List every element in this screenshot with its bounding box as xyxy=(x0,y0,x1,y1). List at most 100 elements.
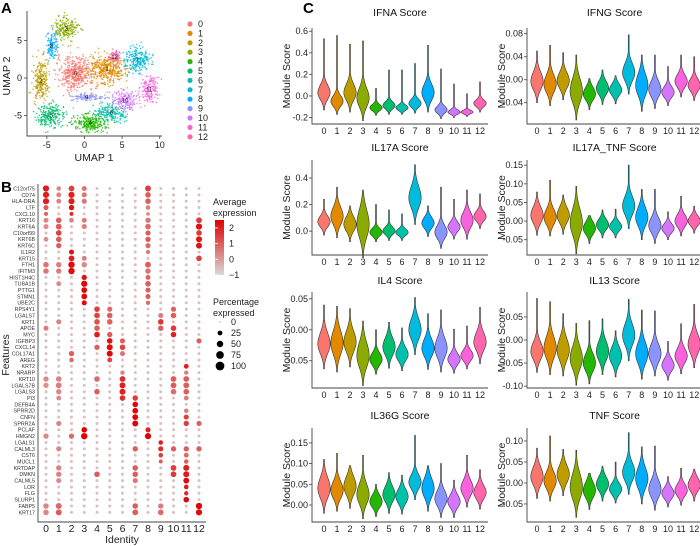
dot-STMN1-cluster-12 xyxy=(197,294,201,298)
violin-x-tick-label: 4 xyxy=(373,524,378,534)
umap-point xyxy=(75,97,77,100)
umap-point xyxy=(98,107,100,110)
dot-AREG-cluster-0 xyxy=(44,358,48,362)
dot-MYC-cluster-0 xyxy=(44,333,48,337)
umap-point xyxy=(159,94,161,96)
umap-point xyxy=(62,44,64,46)
umap-point xyxy=(87,112,90,114)
dot-IGFBP3-cluster-5 xyxy=(106,338,113,344)
gene-label: CALML5 xyxy=(14,479,35,485)
umap-point xyxy=(92,104,94,107)
violin-y-tick-label: 0.00 xyxy=(505,75,523,85)
umap-point xyxy=(87,59,89,61)
umap-point xyxy=(124,73,127,75)
dot-KRT2-cluster-11 xyxy=(183,363,189,369)
umap-point xyxy=(96,130,98,133)
dot-LGALS7-cluster-0 xyxy=(44,314,48,317)
umap-point xyxy=(116,78,119,80)
umap-point xyxy=(51,55,54,58)
umap-point xyxy=(79,27,82,30)
umap-point xyxy=(33,64,35,67)
umap-point xyxy=(50,117,53,119)
dot-HMGN2-cluster-5 xyxy=(108,434,112,438)
violin-x-tick-label: 8 xyxy=(639,257,644,267)
dot-MYC-cluster-9 xyxy=(159,333,163,337)
dot-CALML5-cluster-6 xyxy=(121,479,124,483)
umap-point xyxy=(93,109,96,112)
dot-LOR-cluster-2 xyxy=(70,485,73,489)
umap-point xyxy=(109,66,112,68)
umap-point xyxy=(96,61,98,63)
dot-KRTDAP-cluster-0 xyxy=(44,466,48,470)
umap-point xyxy=(68,64,71,67)
umap-point xyxy=(137,94,139,96)
umap-point xyxy=(44,62,46,65)
violin-cluster-11 xyxy=(460,325,474,370)
umap-point xyxy=(55,48,57,51)
violin-x-tick-label: 6 xyxy=(399,524,404,534)
umap-point xyxy=(98,59,100,61)
umap-point xyxy=(107,55,110,58)
dot-APOE-cluster-6 xyxy=(121,326,124,330)
umap-point xyxy=(43,74,45,76)
umap-point xyxy=(120,63,123,66)
dot-IGFBP3-cluster-11 xyxy=(184,339,188,343)
umap-point xyxy=(94,87,97,89)
dot-KRTDAP-cluster-9 xyxy=(159,466,163,470)
dot-HIST1H4C-cluster-3 xyxy=(81,274,87,281)
legend-label-3: 3 xyxy=(198,47,203,57)
umap-point xyxy=(143,65,145,67)
umap-point xyxy=(133,98,135,101)
dot-MUCL1-cluster-11 xyxy=(183,459,189,464)
dot-DMKN-cluster-6 xyxy=(121,472,124,476)
dot-HLA-DRA-cluster-11 xyxy=(184,199,188,203)
gene-label: FTH1 xyxy=(22,263,35,269)
umap-point xyxy=(40,75,43,77)
dot-FLG-cluster-3 xyxy=(82,491,86,495)
umap-point xyxy=(86,94,89,96)
umap-point xyxy=(44,117,47,119)
umap-point xyxy=(55,38,58,40)
umap-point xyxy=(93,96,95,99)
umap-cluster-label: 8 xyxy=(50,44,54,50)
gene-label: KRT2 xyxy=(22,364,35,370)
umap-point xyxy=(78,122,81,124)
umap-point xyxy=(44,99,47,101)
umap-point xyxy=(136,94,138,97)
umap-point xyxy=(91,73,94,75)
umap-point xyxy=(135,46,137,49)
umap-point xyxy=(59,109,61,112)
color-legend-title-2: expression xyxy=(213,208,257,218)
dot-FTH1-cluster-12 xyxy=(197,263,201,267)
umap-point xyxy=(64,78,67,80)
dot-PI3-cluster-10 xyxy=(172,396,175,400)
umap-point xyxy=(51,28,54,31)
umap-point xyxy=(61,79,63,81)
umap-point xyxy=(91,98,93,100)
umap-point xyxy=(67,18,69,21)
dot-CXCL14-cluster-3 xyxy=(82,345,86,349)
umap-point xyxy=(40,62,42,64)
umap-point xyxy=(52,35,54,38)
umap-point xyxy=(102,64,105,67)
umap-point xyxy=(147,92,149,94)
dot-APOE-cluster-10 xyxy=(170,325,177,332)
umap-point xyxy=(92,120,95,123)
umap-point xyxy=(100,131,102,134)
umap-point xyxy=(87,74,90,77)
dot-STMN1-cluster-4 xyxy=(95,294,99,298)
dot-HMGN2-cluster-7 xyxy=(133,434,137,438)
umap-point xyxy=(56,74,59,76)
umap-point xyxy=(65,81,67,84)
violin-cluster-3 xyxy=(356,455,370,519)
dot-APOE-cluster-11 xyxy=(184,326,188,330)
umap-point xyxy=(99,110,102,113)
violin-x-tick-label: 3 xyxy=(574,126,579,136)
dot-KRT6A-cluster-9 xyxy=(159,225,163,229)
umap-point xyxy=(118,51,120,53)
umap-point xyxy=(128,103,131,105)
violin-x-tick-label: 3 xyxy=(574,390,579,400)
dot-LGALS1-cluster-3 xyxy=(82,441,86,444)
umap-point xyxy=(87,63,89,66)
